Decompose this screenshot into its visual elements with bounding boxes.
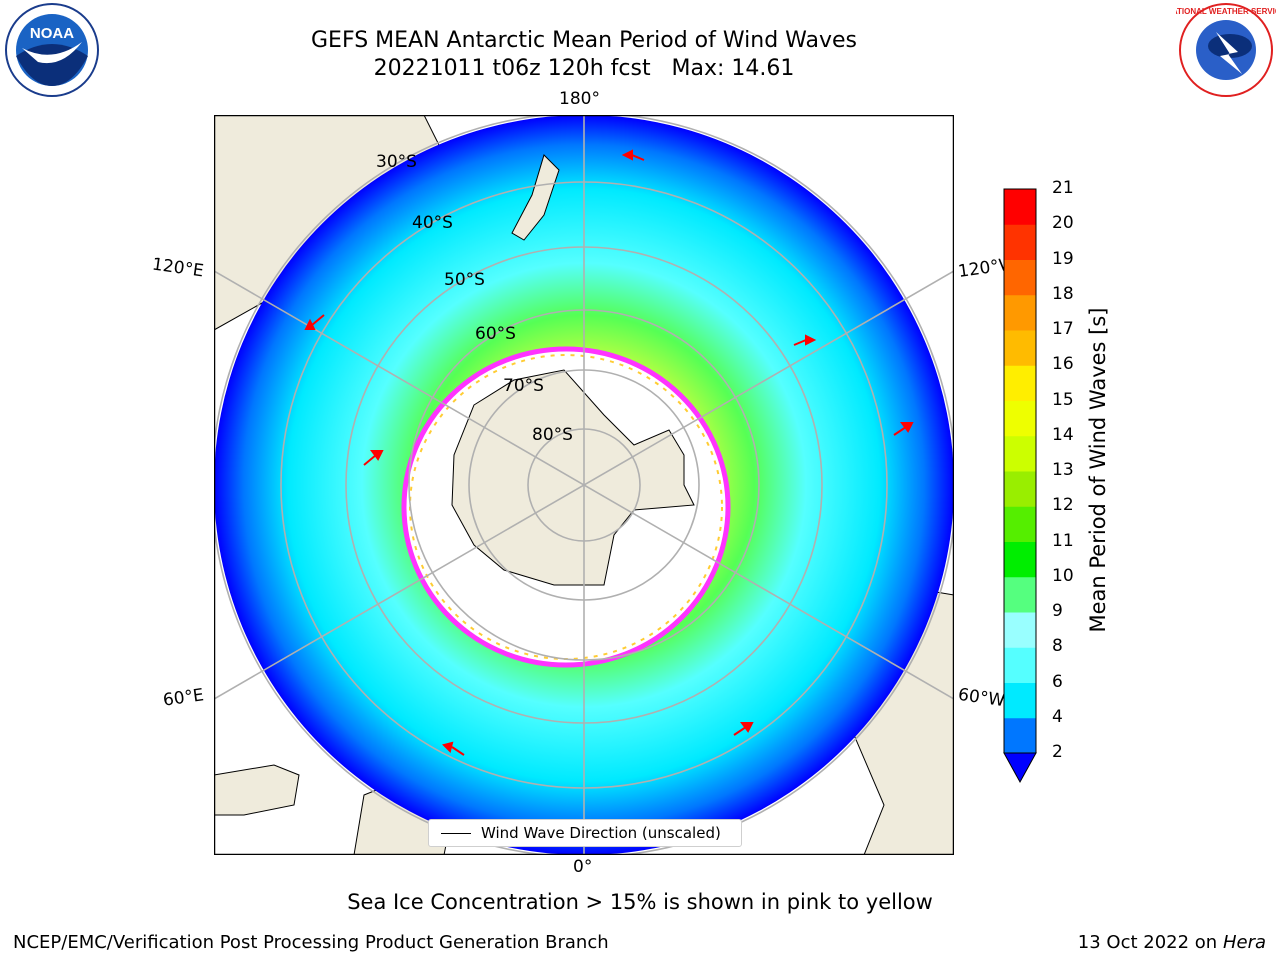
colorbar-tick-label: 21: [1052, 178, 1074, 198]
colorbar-segment: [1004, 647, 1036, 683]
legend-label: Wind Wave Direction (unscaled): [481, 824, 721, 842]
madagascar-land: [214, 764, 300, 816]
lon-label-180: 180°: [559, 89, 600, 109]
lat-label-30s: 30°S: [376, 152, 417, 172]
colorbar-tick-label: 4: [1052, 706, 1063, 727]
lat-label-70s: 70°S: [503, 376, 544, 396]
colorbar-segment: [1004, 259, 1036, 296]
colorbar-segment: [1004, 612, 1036, 648]
wind-wave-arrows: [304, 149, 914, 756]
colorbar-tick-label: 10: [1052, 565, 1074, 586]
map-frame: [214, 115, 954, 855]
sea-ice-note: Sea Ice Concentration > 15% is shown in …: [347, 890, 933, 914]
colorbar-segment: [1004, 365, 1036, 401]
colorbar-tick-label: 18: [1052, 283, 1074, 304]
map-legend: Wind Wave Direction (unscaled): [428, 819, 742, 847]
credit-line: NCEP/EMC/Verification Post Processing Pr…: [13, 932, 609, 953]
colorbar-tick-label: 9: [1052, 601, 1063, 621]
legend-line-swatch: [441, 832, 471, 834]
new-zealand-land: [511, 154, 560, 241]
lon-label-60w: 60°W: [956, 684, 1007, 712]
colorbar-segment: [1004, 717, 1036, 754]
colorbar-segment: [1004, 471, 1036, 507]
colorbar-tick-label: 19: [1052, 248, 1074, 269]
colorbar-segment: [1004, 576, 1036, 613]
title-line-2: 20221011 t06z 120h fcst Max: 14.61: [373, 56, 795, 81]
lon-label-120e: 120°E: [150, 254, 205, 282]
colorbar-tick-label: 20: [1052, 213, 1074, 234]
colorbar-segment: [1004, 541, 1036, 578]
lat-label-60s: 60°S: [475, 324, 516, 344]
date-machine: Hera: [1222, 932, 1266, 953]
colorbar-tick-label: 12: [1052, 495, 1074, 516]
colorbar-segment: [1004, 506, 1036, 542]
title-line-1: GEFS MEAN Antarctic Mean Period of Wind …: [311, 28, 857, 53]
lat-label-40s: 40°S: [412, 213, 453, 233]
colorbar-segment: [1004, 400, 1036, 437]
noaa-logo-text: NOAA: [30, 25, 74, 42]
lon-label-0: 0°: [573, 857, 593, 877]
colorbar-tick-label: 16: [1052, 354, 1074, 375]
nws-logo-text: NATIONAL WEATHER SERVICE: [1176, 7, 1276, 16]
colorbar-tick-label: 2: [1052, 742, 1063, 762]
colorbar-extend-arrow: [1003, 752, 1037, 784]
colorbar-segment: [1004, 330, 1036, 366]
colorbar-tick-label: 6: [1052, 671, 1063, 692]
colorbar-label: Mean Period of Wind Waves [s]: [1086, 307, 1110, 633]
colorbar-tick-label: 14: [1052, 424, 1074, 445]
colorbar-segment: [1004, 224, 1036, 260]
date-line: 13 Oct 2022 on Hera: [1078, 932, 1266, 953]
antarctica-land: [451, 369, 695, 586]
lat-label-80s: 80°S: [532, 425, 573, 445]
colorbar-tick-label: 8: [1052, 636, 1063, 657]
graticule: [214, 115, 954, 855]
colorbar-tick-label: 13: [1052, 460, 1074, 480]
colorbar-segment: [1004, 435, 1036, 472]
colorbar: [1003, 188, 1037, 784]
colorbar-tick-label: 11: [1052, 530, 1074, 551]
noaa-logo: NOAA: [5, 3, 99, 97]
colorbar-frame: [1003, 188, 1037, 754]
colorbar-segment: [1004, 682, 1036, 719]
lon-label-60e: 60°E: [161, 685, 206, 711]
colorbar-tick-label: 15: [1052, 389, 1074, 410]
polar-map: [214, 115, 954, 855]
nws-logo: NATIONAL WEATHER SERVICE: [1176, 3, 1276, 97]
colorbar-segment: [1004, 294, 1036, 331]
lat-label-50s: 50°S: [444, 270, 485, 290]
date-prefix: 13 Oct 2022 on: [1077, 932, 1223, 953]
colorbar-tick-label: 17: [1052, 319, 1074, 339]
colorbar-segment: [1004, 189, 1036, 225]
